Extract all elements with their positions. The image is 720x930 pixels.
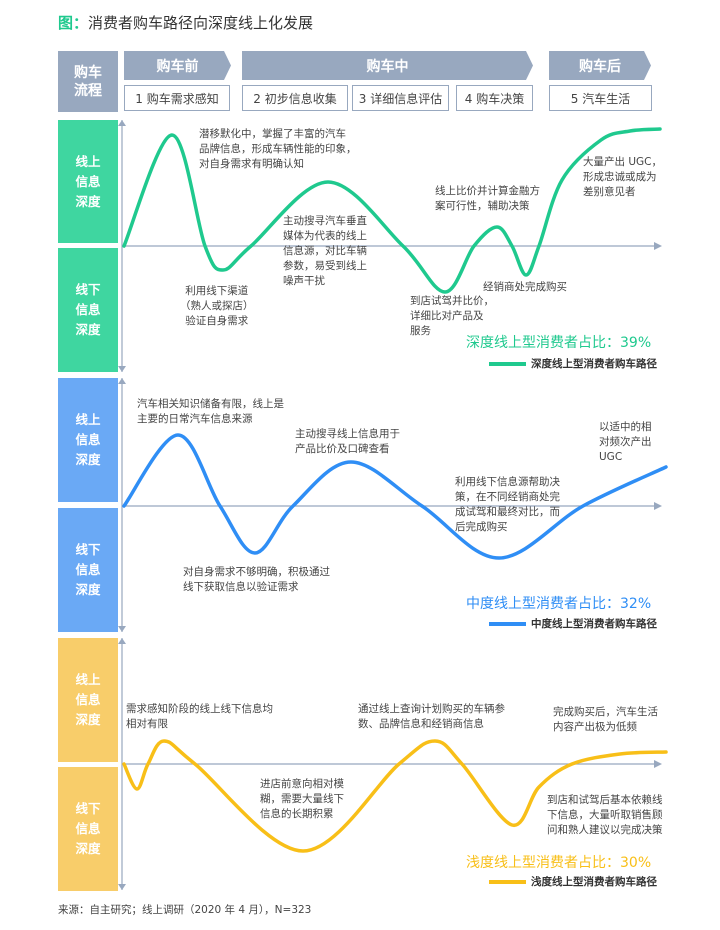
medium-percent: 中度线上型消费者占比：32% — [466, 596, 652, 612]
label-text: 线上 信息 深度 — [75, 672, 101, 727]
shallow-online-label: 线上 信息 深度 — [58, 638, 118, 762]
deep-percent: 深度线上型消费者占比：39% — [466, 335, 652, 351]
note: 利用线下渠道 （熟人或探店） 验证自身需求 — [180, 285, 254, 327]
phase-before: 购车前 — [124, 51, 231, 80]
step-5: 5 汽车生活 — [549, 85, 652, 111]
medium-online-label: 线上 信息 深度 — [58, 378, 118, 502]
flow-label: 购车 流程 — [58, 51, 118, 112]
legend-swatch-deep — [489, 362, 526, 366]
figure-title: 图：消费者购车路径向深度线上化发展 — [58, 12, 313, 33]
legend-deep: 深度线上型消费者购车路径 — [531, 358, 657, 370]
note: 线上比价并计算金融方 案可行性，辅助决策 — [435, 185, 540, 212]
axis-arrow-right-icon — [654, 502, 662, 510]
shallow-offline-label: 线下 信息 深度 — [58, 767, 118, 891]
note: 汽车相关知识储备有限，线上是 主要的日常汽车信息来源 — [137, 398, 284, 425]
note: 经销商处完成购买 — [483, 281, 567, 293]
note: 主动搜寻线上信息用于 产品比价及口碑查看 — [295, 428, 400, 455]
note: 以适中的相 对频次产出 UGC — [599, 421, 652, 463]
shallow-percent: 浅度线上型消费者占比：30% — [466, 855, 652, 871]
axis-arrow-down-icon — [118, 626, 126, 632]
note: 完成购买后，汽车生活 内容产出极为低频 — [553, 706, 658, 733]
label-text: 线下 信息 深度 — [75, 282, 101, 337]
step-2: 2 初步信息收集 — [242, 85, 348, 111]
note: 需求感知阶段的线上线下信息均 相对有限 — [126, 703, 273, 730]
axis-arrow-up-icon — [118, 638, 126, 644]
deep-online-label: 线上 信息 深度 — [58, 120, 118, 243]
legend-shallow: 浅度线上型消费者购车路径 — [531, 876, 657, 888]
axis-arrow-down-icon — [118, 884, 126, 890]
phase-after: 购车后 — [549, 51, 651, 80]
legend-medium: 中度线上型消费者购车路径 — [531, 618, 657, 630]
deep-path-curve — [122, 127, 662, 294]
medium-path-curve — [122, 433, 668, 560]
step-4: 4 购车决策 — [456, 85, 533, 111]
medium-offline-label: 线下 信息 深度 — [58, 508, 118, 632]
note: 到店试驾并比价， 详细比对产品及 服务 — [410, 295, 494, 337]
axis-arrow-right-icon — [654, 242, 662, 250]
legend-swatch-medium — [489, 622, 526, 626]
note: 潜移默化中，掌握了丰富的汽车 品牌信息，形成车辆性能的印象， 对自身需求有明确认… — [199, 128, 357, 170]
source-footnote: 来源：自主研究；线上调研（2020 年 4 月），N=323 — [58, 904, 312, 916]
note: 通过线上查询计划购买的车辆参 数、品牌信息和经销商信息 — [358, 703, 505, 730]
label-text: 线上 信息 深度 — [75, 412, 101, 467]
label-text: 线下 信息 深度 — [75, 542, 101, 597]
note: 对自身需求不够明确，积极通过 线下获取信息以验证需求 — [183, 566, 330, 593]
note: 利用线下信息源帮助决 策，在不同经销商处完 成试驾和最终对比，而 后完成购买 — [455, 476, 560, 533]
step-3: 3 详细信息评估 — [352, 85, 449, 111]
axis-arrow-up-icon — [118, 378, 126, 384]
step-1: 1 购车需求感知 — [124, 85, 230, 111]
note: 进店前意向相对模 糊，需要大量线下 信息的长期积累 — [260, 778, 344, 820]
deep-offline-label: 线下 信息 深度 — [58, 248, 118, 372]
legend-swatch-shallow — [489, 880, 526, 884]
axis-arrow-up-icon — [118, 120, 126, 126]
note: 大量产出 UGC， 形成忠诚或成为 差别意见者 — [583, 156, 662, 198]
title-text: 消费者购车路径向深度线上化发展 — [88, 14, 314, 32]
title-prefix: 图： — [58, 14, 89, 32]
note: 到店和试驾后基本依赖线 下信息，大量听取销售顾 问和熟人建议以完成决策 — [547, 794, 663, 836]
phase-during: 购车中 — [242, 51, 533, 80]
label-text: 线下 信息 深度 — [75, 801, 101, 856]
label-text: 线上 信息 深度 — [75, 153, 101, 209]
axis-arrow-right-icon — [654, 760, 662, 768]
note: 主动搜寻汽车垂直 媒体为代表的线上 信息源，对比车辆 参数，易受到线上 噪声干扰 — [283, 215, 367, 287]
shallow-path-curve — [122, 739, 668, 853]
flow-label-text: 购车 流程 — [74, 64, 102, 99]
axis-arrow-down-icon — [118, 366, 126, 372]
